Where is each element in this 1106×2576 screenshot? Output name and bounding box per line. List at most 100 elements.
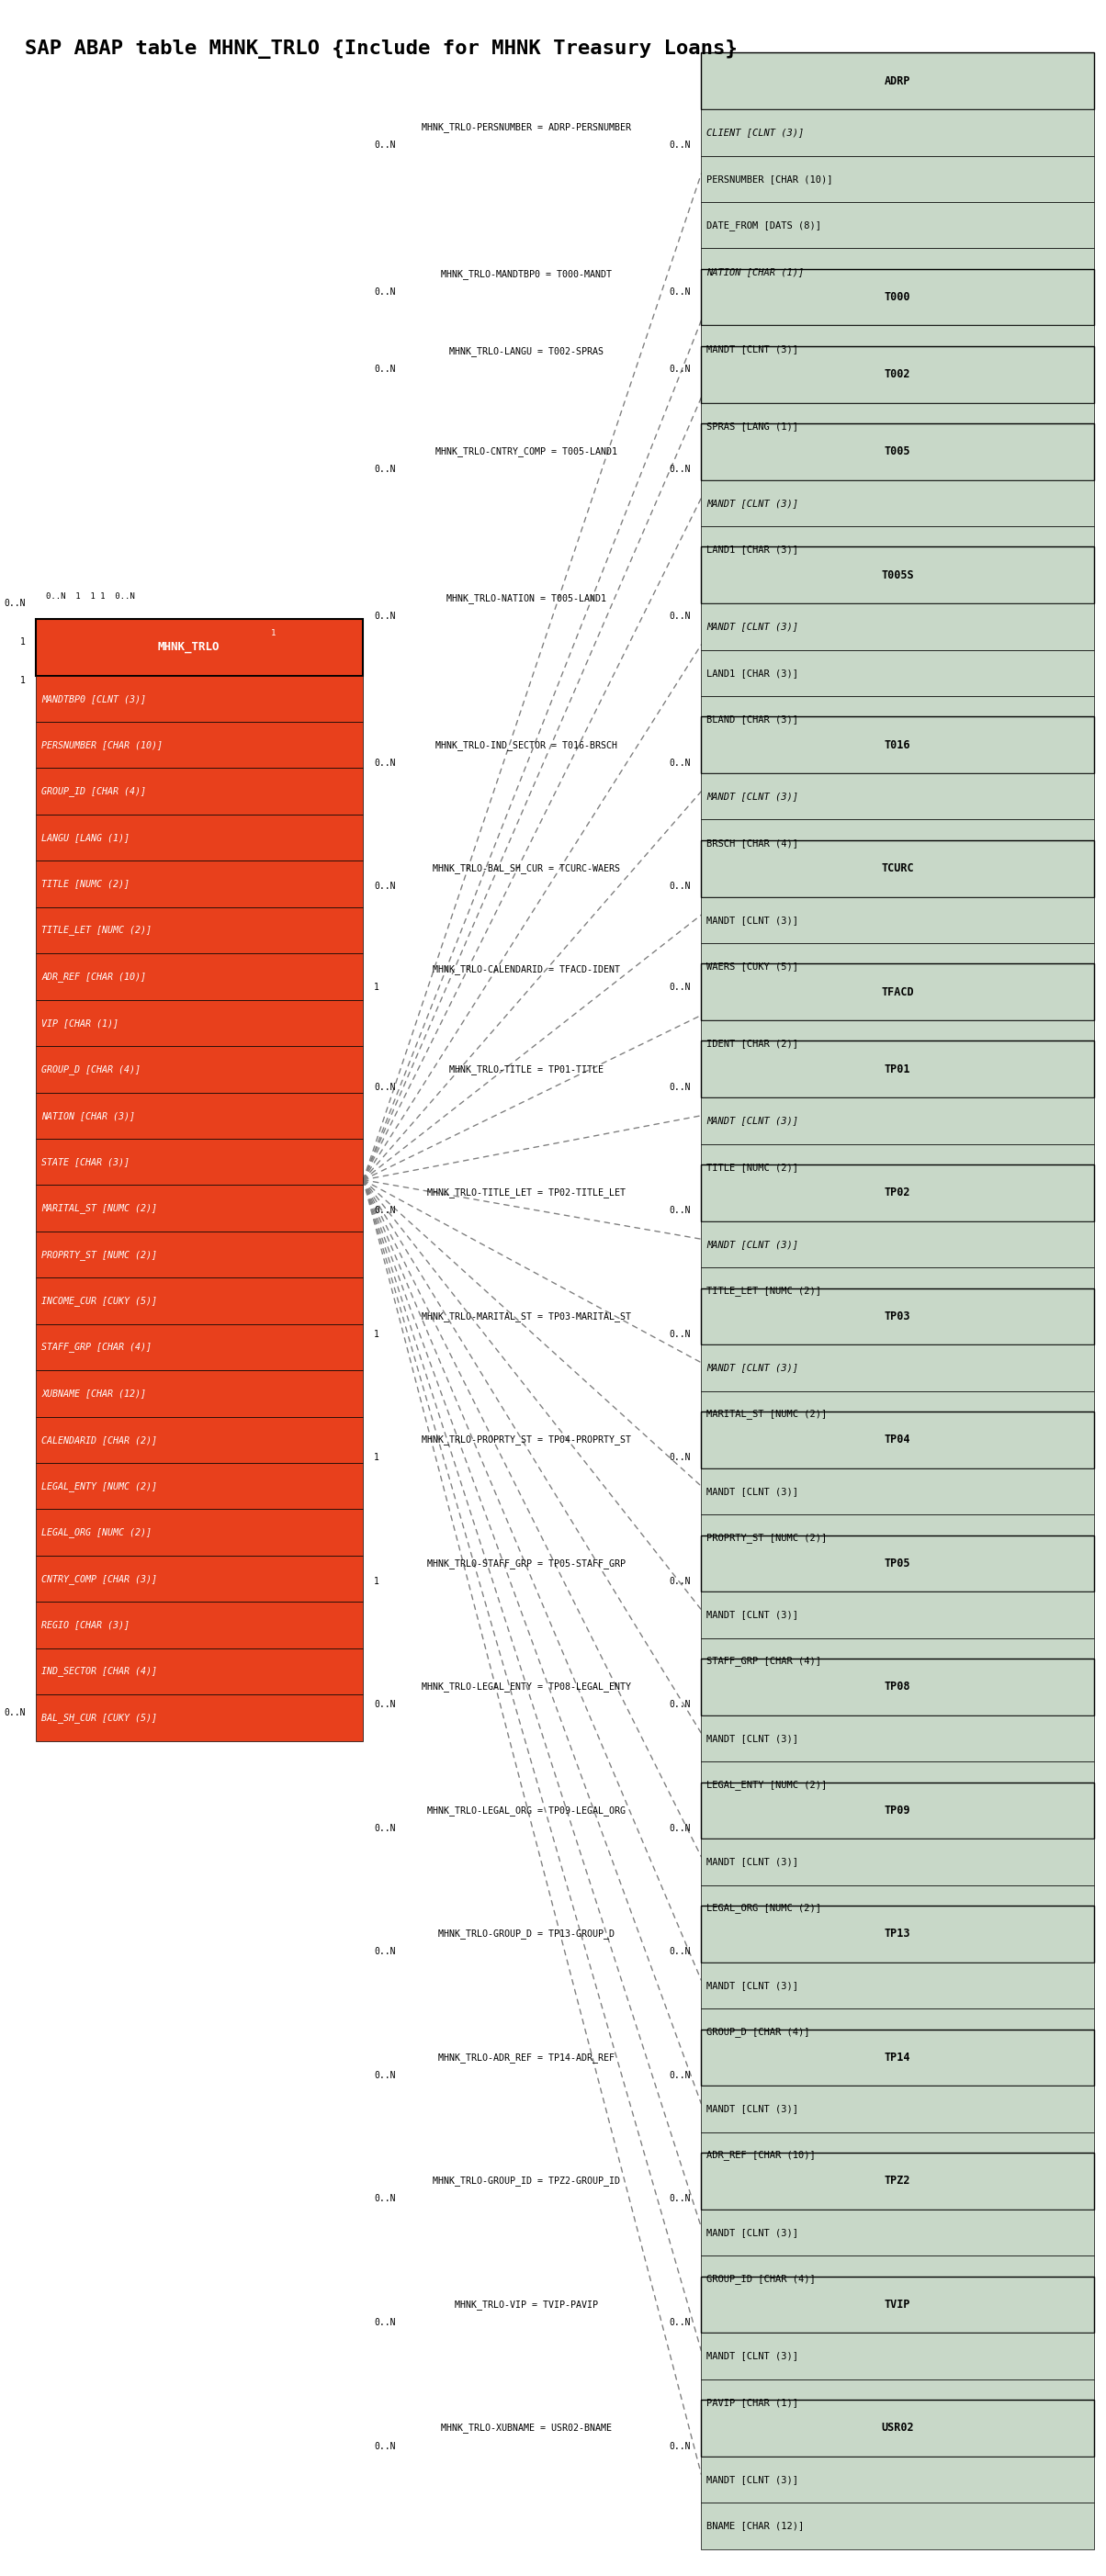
Text: PERSNUMBER [CHAR (10)]: PERSNUMBER [CHAR (10)] <box>707 175 833 183</box>
Text: MANDT [CLNT (3)]: MANDT [CLNT (3)] <box>707 1734 799 1744</box>
FancyBboxPatch shape <box>701 1659 1094 1716</box>
Text: 0..N: 0..N <box>669 2318 690 2326</box>
FancyBboxPatch shape <box>701 325 1094 371</box>
Text: TITLE_LET [NUMC (2)]: TITLE_LET [NUMC (2)] <box>707 1285 822 1296</box>
FancyBboxPatch shape <box>36 1463 363 1510</box>
Text: ADR_REF [CHAR (10)]: ADR_REF [CHAR (10)] <box>707 2151 816 2161</box>
Text: MHNK_TRLO-GROUP_D = TP13-GROUP_D: MHNK_TRLO-GROUP_D = TP13-GROUP_D <box>439 1929 615 1940</box>
Text: 1: 1 <box>374 1329 379 1340</box>
Text: MHNK_TRLO-CALENDARID = TFACD-IDENT: MHNK_TRLO-CALENDARID = TFACD-IDENT <box>434 963 620 974</box>
FancyBboxPatch shape <box>701 1839 1094 1886</box>
FancyBboxPatch shape <box>36 768 363 814</box>
FancyBboxPatch shape <box>701 716 1094 773</box>
FancyBboxPatch shape <box>701 1221 1094 1267</box>
Text: TITLE [NUMC (2)]: TITLE [NUMC (2)] <box>42 878 129 889</box>
Text: TFACD: TFACD <box>881 987 914 997</box>
Text: DATE_FROM [DATS (8)]: DATE_FROM [DATS (8)] <box>707 219 822 229</box>
Text: TVIP: TVIP <box>885 2298 910 2311</box>
Text: MHNK_TRLO-LANGU = T002-SPRAS: MHNK_TRLO-LANGU = T002-SPRAS <box>450 345 604 355</box>
Text: INCOME_CUR [CUKY (5)]: INCOME_CUR [CUKY (5)] <box>42 1296 157 1306</box>
Text: WAERS [CUKY (5)]: WAERS [CUKY (5)] <box>707 961 799 971</box>
Text: MHNK_TRLO-PERSNUMBER = ADRP-PERSNUMBER: MHNK_TRLO-PERSNUMBER = ADRP-PERSNUMBER <box>422 124 632 131</box>
Text: MARITAL_ST [NUMC (2)]: MARITAL_ST [NUMC (2)] <box>42 1203 157 1213</box>
FancyBboxPatch shape <box>701 1906 1094 1963</box>
Text: T005S: T005S <box>881 569 914 582</box>
Text: MHNK_TRLO-CNTRY_COMP = T005-LAND1: MHNK_TRLO-CNTRY_COMP = T005-LAND1 <box>436 446 618 456</box>
Text: 0..N: 0..N <box>669 1577 690 1587</box>
Text: 1: 1 <box>374 1577 379 1587</box>
FancyBboxPatch shape <box>701 1412 1094 1468</box>
Text: MARITAL_ST [NUMC (2)]: MARITAL_ST [NUMC (2)] <box>707 1409 827 1419</box>
Text: MHNK_TRLO-GROUP_ID = TPZ2-GROUP_ID: MHNK_TRLO-GROUP_ID = TPZ2-GROUP_ID <box>434 2177 620 2187</box>
Text: IND_SECTOR [CHAR (4)]: IND_SECTOR [CHAR (4)] <box>42 1667 157 1677</box>
Text: 0..N: 0..N <box>374 2442 396 2450</box>
Text: 0..N  1  1 1  0..N: 0..N 1 1 1 0..N <box>46 592 135 600</box>
FancyBboxPatch shape <box>701 2087 1094 2133</box>
Text: MANDT [CLNT (3)]: MANDT [CLNT (3)] <box>707 1857 799 1868</box>
FancyBboxPatch shape <box>701 345 1094 402</box>
FancyBboxPatch shape <box>701 1592 1094 1638</box>
FancyBboxPatch shape <box>36 907 363 953</box>
Text: MANDT [CLNT (3)]: MANDT [CLNT (3)] <box>707 345 799 353</box>
Text: LAND1 [CHAR (3)]: LAND1 [CHAR (3)] <box>707 546 799 554</box>
Text: TP14: TP14 <box>885 2050 910 2063</box>
FancyBboxPatch shape <box>701 943 1094 989</box>
FancyBboxPatch shape <box>701 1468 1094 1515</box>
Text: TITLE [NUMC (2)]: TITLE [NUMC (2)] <box>707 1162 799 1172</box>
Text: MANDT [CLNT (3)]: MANDT [CLNT (3)] <box>707 1486 799 1497</box>
Text: CNTRY_COMP [CHAR (3)]: CNTRY_COMP [CHAR (3)] <box>42 1574 157 1584</box>
Text: 0..N: 0..N <box>669 1947 690 1958</box>
Text: BLAND [CHAR (3)]: BLAND [CHAR (3)] <box>707 714 799 724</box>
Text: 1: 1 <box>20 675 25 685</box>
FancyBboxPatch shape <box>701 840 1094 896</box>
Text: 0..N: 0..N <box>669 1700 690 1710</box>
Text: STATE [CHAR (3)]: STATE [CHAR (3)] <box>42 1157 129 1167</box>
Text: TITLE_LET [NUMC (2)]: TITLE_LET [NUMC (2)] <box>42 925 152 935</box>
FancyBboxPatch shape <box>701 2458 1094 2504</box>
Text: MANDT [CLNT (3)]: MANDT [CLNT (3)] <box>707 914 799 925</box>
FancyBboxPatch shape <box>701 1886 1094 1932</box>
Text: CALENDARID [CHAR (2)]: CALENDARID [CHAR (2)] <box>42 1435 157 1445</box>
Text: 0..N: 0..N <box>3 598 25 608</box>
FancyBboxPatch shape <box>701 1020 1094 1066</box>
Text: MANDT [CLNT (3)]: MANDT [CLNT (3)] <box>707 2228 799 2236</box>
FancyBboxPatch shape <box>701 1267 1094 1314</box>
Text: LAND1 [CHAR (3)]: LAND1 [CHAR (3)] <box>707 667 799 677</box>
Text: 0..N: 0..N <box>669 881 690 891</box>
Text: 0..N: 0..N <box>669 142 690 149</box>
FancyBboxPatch shape <box>36 860 363 907</box>
FancyBboxPatch shape <box>701 1164 1094 1221</box>
FancyBboxPatch shape <box>36 814 363 860</box>
Text: TP03: TP03 <box>885 1311 910 1321</box>
Text: MANDT [CLNT (3)]: MANDT [CLNT (3)] <box>707 1363 799 1373</box>
FancyBboxPatch shape <box>701 526 1094 572</box>
FancyBboxPatch shape <box>701 52 1094 108</box>
Text: MHNK_TRLO-XUBNAME = USR02-BNAME: MHNK_TRLO-XUBNAME = USR02-BNAME <box>441 2424 613 2434</box>
FancyBboxPatch shape <box>701 1144 1094 1190</box>
Text: MHNK_TRLO-MARITAL_ST = TP03-MARITAL_ST: MHNK_TRLO-MARITAL_ST = TP03-MARITAL_ST <box>422 1311 632 1321</box>
FancyBboxPatch shape <box>36 953 363 999</box>
FancyBboxPatch shape <box>701 1041 1094 1097</box>
Text: TP02: TP02 <box>885 1188 910 1198</box>
Text: 0..N: 0..N <box>374 2195 396 2202</box>
Text: ADR_REF [CHAR (10)]: ADR_REF [CHAR (10)] <box>42 971 146 981</box>
FancyBboxPatch shape <box>701 1638 1094 1685</box>
Text: 0..N: 0..N <box>669 1082 690 1092</box>
Text: MANDT [CLNT (3)]: MANDT [CLNT (3)] <box>707 1115 799 1126</box>
FancyBboxPatch shape <box>36 1510 363 1556</box>
Text: BRSCH [CHAR (4)]: BRSCH [CHAR (4)] <box>707 837 799 848</box>
Text: SAP ABAP table MHNK_TRLO {Include for MHNK Treasury Loans}: SAP ABAP table MHNK_TRLO {Include for MH… <box>25 39 738 59</box>
Text: 0..N: 0..N <box>374 1206 396 1216</box>
Text: MANDT [CLNT (3)]: MANDT [CLNT (3)] <box>707 1610 799 1620</box>
Text: MHNK_TRLO-MANDTBP0 = T000-MANDT: MHNK_TRLO-MANDTBP0 = T000-MANDT <box>441 270 613 278</box>
Text: 1: 1 <box>374 981 379 992</box>
Text: MHNK_TRLO-IND_SECTOR = T016-BRSCH: MHNK_TRLO-IND_SECTOR = T016-BRSCH <box>436 739 618 750</box>
Text: TP01: TP01 <box>885 1064 910 1074</box>
Text: MHNK_TRLO: MHNK_TRLO <box>158 641 220 654</box>
Text: T000: T000 <box>885 291 910 304</box>
FancyBboxPatch shape <box>701 2504 1094 2550</box>
Text: 1: 1 <box>374 1453 379 1463</box>
FancyBboxPatch shape <box>701 603 1094 649</box>
FancyBboxPatch shape <box>701 201 1094 247</box>
Text: BAL_SH_CUR [CUKY (5)]: BAL_SH_CUR [CUKY (5)] <box>42 1713 157 1723</box>
